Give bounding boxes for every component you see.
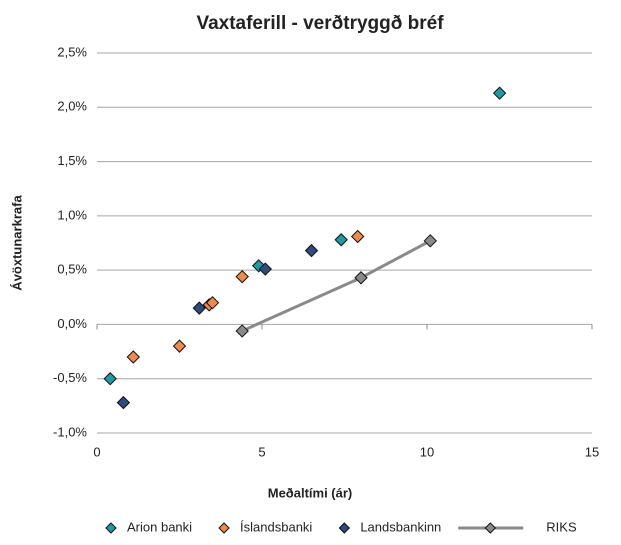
legend-label: Landsbankinn xyxy=(360,519,441,534)
point xyxy=(172,339,187,353)
point xyxy=(126,350,141,364)
point xyxy=(103,372,117,386)
y-tick-label: -0,5% xyxy=(53,370,87,385)
point xyxy=(492,86,507,100)
point xyxy=(423,234,438,248)
point xyxy=(258,262,273,276)
point xyxy=(350,229,365,244)
legend-marker xyxy=(218,522,230,534)
legend-marker xyxy=(338,522,351,534)
point xyxy=(205,296,220,310)
point xyxy=(354,271,368,285)
x-axis-title: Meðaltími (ár) xyxy=(268,485,353,500)
y-tick-label: 2,0% xyxy=(57,99,87,114)
y-tick-label: 0,5% xyxy=(57,262,87,277)
y-tick-label: 0,0% xyxy=(57,316,87,331)
point xyxy=(304,243,319,258)
series-line xyxy=(241,239,432,333)
point xyxy=(235,324,249,338)
x-tick-label: 10 xyxy=(420,444,434,459)
legend-marker xyxy=(484,522,497,534)
y-tick-label: -1,0% xyxy=(53,424,87,439)
y-tick-label: 1,0% xyxy=(57,207,87,222)
legend-marker xyxy=(105,522,117,534)
x-tick-label: 0 xyxy=(93,444,100,459)
y-axis-title: Ávöxtunarkrafa xyxy=(9,195,24,291)
legend-label: RIKS xyxy=(546,519,577,534)
legend-label: Arion banki xyxy=(127,519,192,534)
x-tick-label: 5 xyxy=(258,444,265,459)
x-tick-label: 15 xyxy=(585,444,599,459)
chart-title: Vaxtaferill - verðtryggð bréf xyxy=(196,13,444,34)
point xyxy=(235,269,249,284)
y-tick-label: 1,5% xyxy=(57,153,87,168)
legend-label: Íslandsbanki xyxy=(240,519,312,534)
point xyxy=(116,395,131,410)
point xyxy=(334,233,348,247)
y-tick-label: 2,5% xyxy=(57,44,87,59)
point xyxy=(192,301,207,315)
